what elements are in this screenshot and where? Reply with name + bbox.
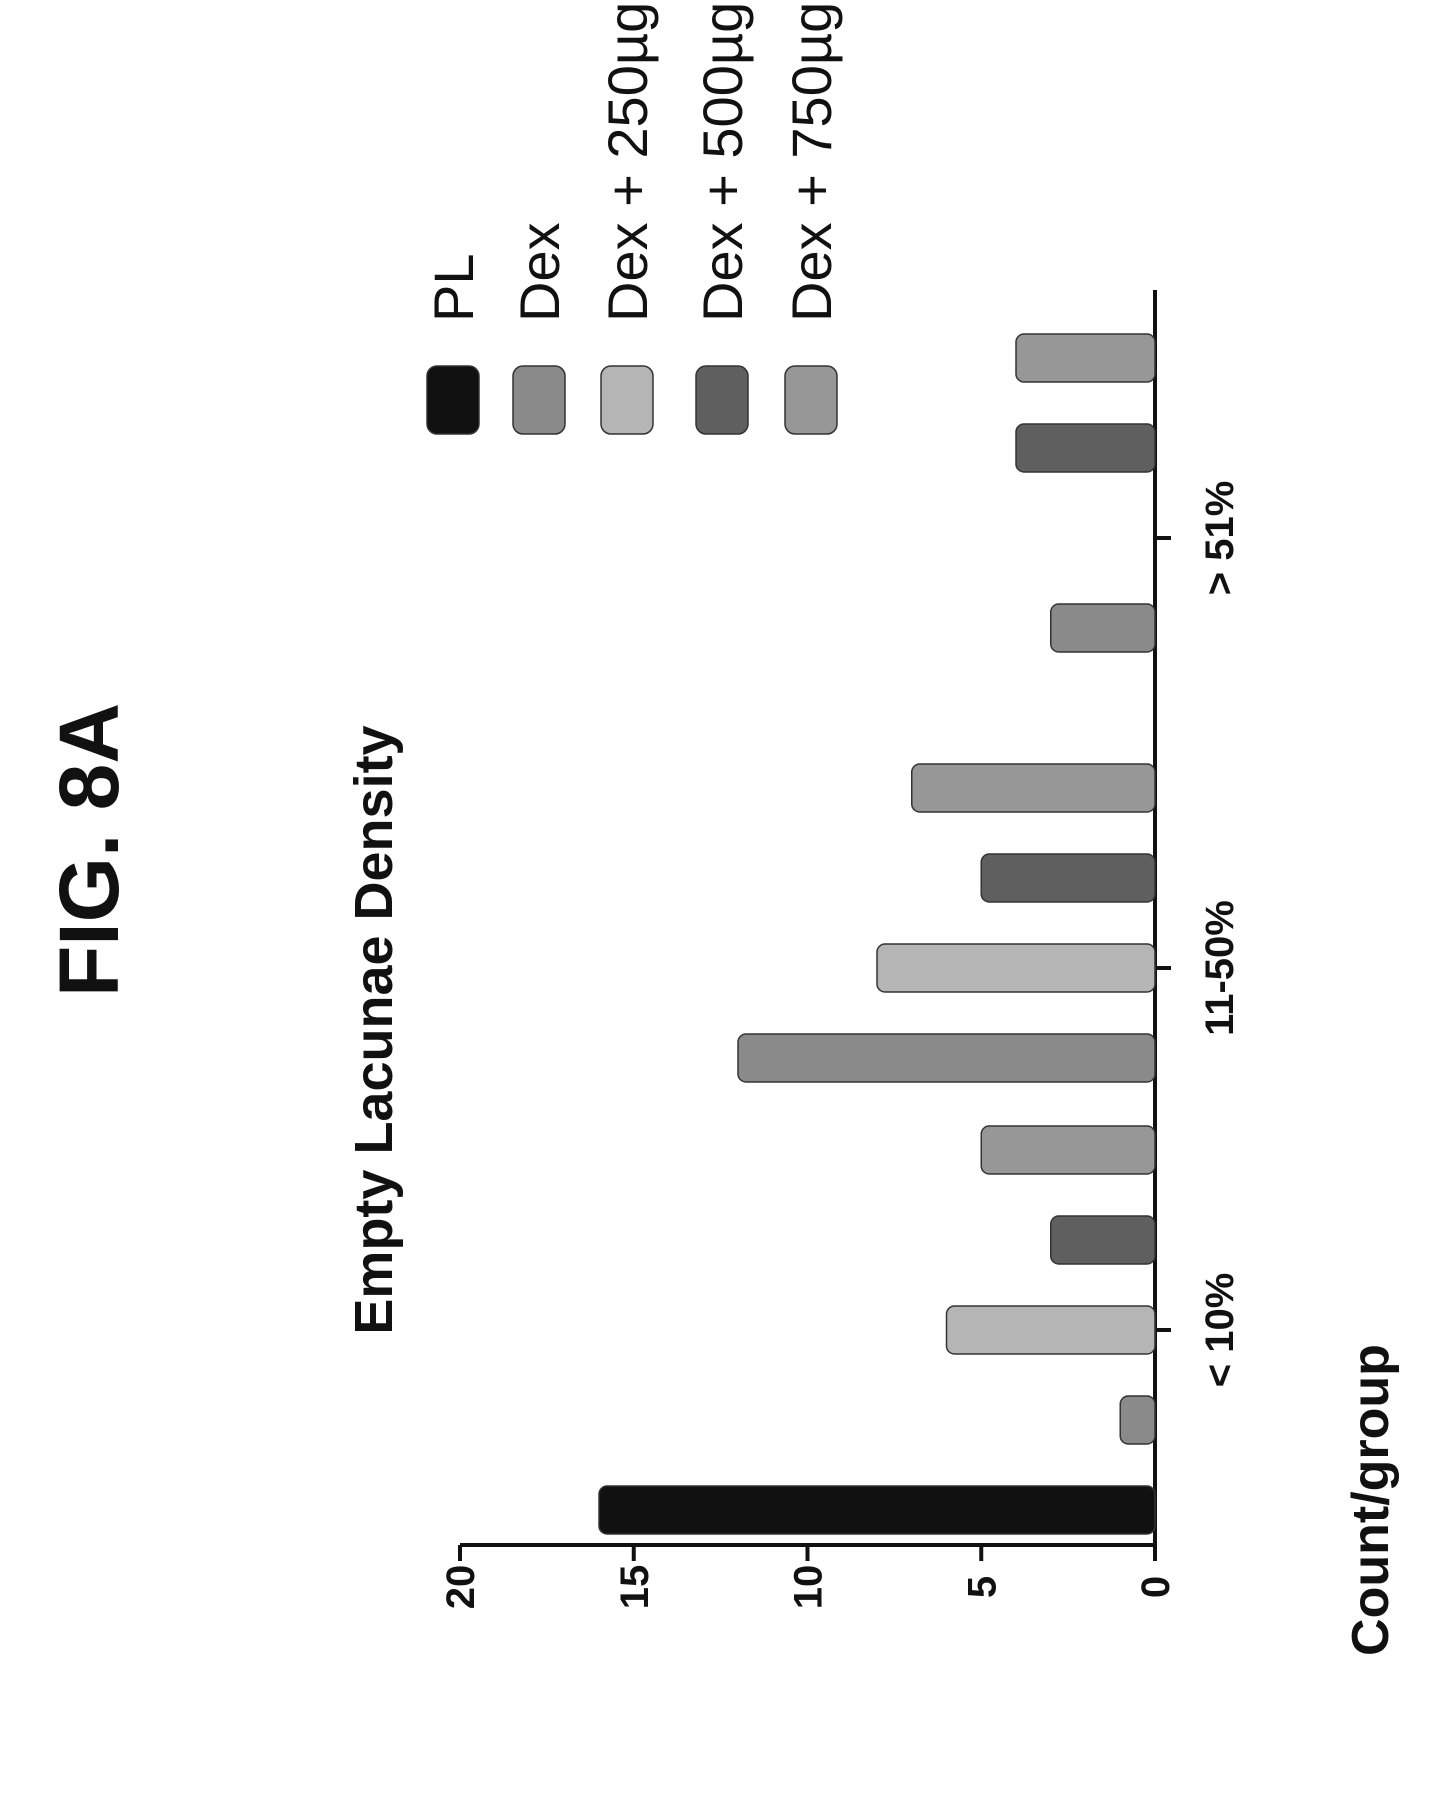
x-tick-label-2: > 51% <box>1198 481 1242 596</box>
bar-dex-750-g-2 <box>1015 333 1156 383</box>
bar-dex-250-g-1 <box>876 943 1156 993</box>
axes-group: 0 5 10 15 20 < 10% 11-50% > 51% <box>439 290 1242 1609</box>
x-tick-label-0: < 10% <box>1198 1273 1242 1388</box>
bars-group <box>598 333 1156 1535</box>
x-tick-label-1: 11-50% <box>1198 900 1242 1036</box>
legend-swatch-2 <box>600 365 654 435</box>
legend: PL Dex Dex + 250µg Dex + 500µg Dex + 750µg <box>422 2 843 435</box>
legend-label-3: Dex + 500µg <box>691 2 754 322</box>
y-tick-label-3: 15 <box>613 1565 657 1610</box>
legend-label-0: PL <box>422 254 485 323</box>
legend-swatch-3 <box>695 365 749 435</box>
legend-swatch-1 <box>512 365 566 435</box>
legend-label-2: Dex + 250µg <box>596 2 659 322</box>
y-tick-label-4: 20 <box>439 1565 483 1610</box>
bar-dex-500-g-1 <box>980 853 1156 903</box>
legend-swatch-0 <box>426 365 480 435</box>
bar-dex-500-g-2 <box>1015 423 1156 473</box>
y-tick-label-1: 5 <box>960 1576 1004 1598</box>
y-tick-label-2: 10 <box>787 1565 831 1610</box>
bar-dex-750-g-1 <box>911 763 1156 813</box>
bar-dex-1 <box>737 1033 1156 1083</box>
legend-swatch-4 <box>784 365 838 435</box>
legend-label-1: Dex <box>508 222 571 322</box>
bar-dex-500-g-0 <box>1050 1215 1156 1265</box>
y-axis-label: Count/group <box>1342 1344 1400 1656</box>
bar-dex-0 <box>1119 1395 1156 1445</box>
bar-dex-2 <box>1050 603 1156 653</box>
y-tick-label-0: 0 <box>1134 1576 1178 1598</box>
chart-title: Empty Lacunae Density <box>344 725 404 1334</box>
legend-label-4: Dex + 750µg <box>780 2 843 322</box>
bar-pl-0 <box>598 1485 1156 1535</box>
bar-dex-250-g-0 <box>945 1305 1156 1355</box>
figure-label: FIG. 8A <box>42 703 136 997</box>
bar-dex-750-g-0 <box>980 1125 1156 1175</box>
